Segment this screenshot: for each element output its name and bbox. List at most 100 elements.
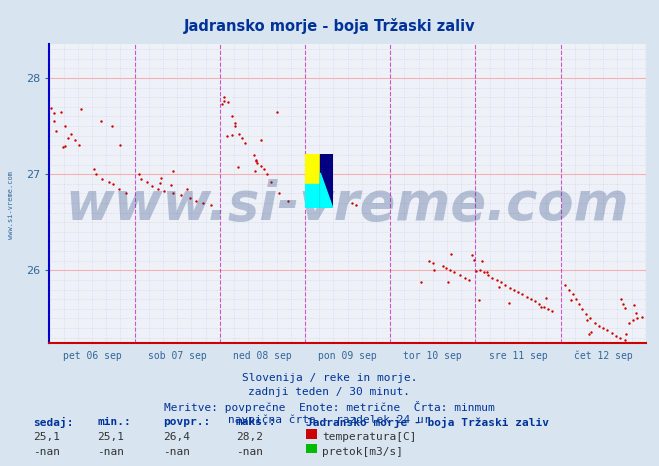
Text: -nan: -nan [98, 447, 125, 457]
Point [500, 281, 511, 288]
Point [482, 268, 493, 276]
Point [602, 326, 613, 334]
Text: -nan: -nan [236, 447, 263, 457]
Point [534, 300, 544, 308]
Point [619, 336, 630, 343]
Point [598, 324, 608, 332]
Point [586, 328, 596, 336]
Point [438, 262, 448, 269]
Point [632, 315, 643, 322]
Point [585, 315, 596, 322]
Point [283, 198, 293, 205]
Text: navpična črta - razdelek 24 ur: navpična črta - razdelek 24 ur [228, 415, 431, 425]
Point [304, 185, 314, 192]
Point [637, 313, 647, 320]
Text: temperatura[C]: temperatura[C] [322, 432, 416, 442]
Point [615, 334, 625, 342]
Point [469, 256, 479, 263]
Point [428, 259, 438, 267]
Point [70, 137, 80, 144]
Point [621, 330, 631, 337]
Point [256, 163, 266, 170]
Point [317, 192, 328, 199]
Point [517, 291, 528, 298]
Polygon shape [320, 154, 333, 208]
Text: min.:: min.: [98, 417, 131, 427]
Point [547, 307, 558, 315]
Text: 26,4: 26,4 [163, 432, 190, 442]
Point [240, 140, 250, 147]
Point [222, 132, 233, 140]
Point [351, 201, 361, 209]
Point [185, 194, 195, 202]
Text: www.si-vreme.com: www.si-vreme.com [66, 179, 629, 231]
Text: Jadransko morje - boja Tržaski zaliv: Jadransko morje - boja Tržaski zaliv [184, 18, 475, 34]
Point [628, 317, 639, 324]
Point [259, 165, 270, 173]
Point [594, 322, 604, 330]
Point [483, 271, 494, 279]
Text: tor 10 sep: tor 10 sep [403, 351, 462, 361]
Point [63, 134, 73, 141]
Point [115, 141, 126, 149]
Point [91, 171, 101, 178]
Point [136, 175, 147, 183]
Point [496, 278, 506, 286]
Polygon shape [305, 184, 320, 208]
Text: Slovenija / reke in morje.: Slovenija / reke in morje. [242, 373, 417, 383]
Point [60, 142, 71, 150]
Point [474, 267, 485, 274]
Point [581, 310, 592, 317]
Text: Meritve: povprečne  Enote: metrične  Črta: minmum: Meritve: povprečne Enote: metrične Črta:… [164, 401, 495, 413]
Point [620, 304, 631, 312]
Point [219, 94, 229, 101]
Point [559, 281, 570, 288]
Point [445, 267, 455, 274]
Point [146, 182, 157, 189]
Point [449, 268, 459, 276]
Point [181, 185, 192, 193]
Point [59, 122, 70, 130]
Point [103, 178, 115, 185]
Text: povpr.:: povpr.: [163, 417, 211, 427]
Point [471, 267, 481, 275]
Point [565, 296, 576, 304]
Point [617, 300, 628, 308]
Point [227, 131, 237, 138]
Point [88, 165, 99, 173]
Point [76, 105, 86, 113]
Text: ned 08 sep: ned 08 sep [233, 351, 292, 361]
Point [623, 320, 634, 327]
Point [538, 303, 549, 311]
Point [446, 250, 457, 258]
Point [233, 130, 244, 137]
Text: čet 12 sep: čet 12 sep [574, 351, 633, 362]
Point [167, 190, 178, 197]
Point [154, 179, 165, 186]
Point [606, 329, 617, 336]
Point [97, 175, 107, 183]
Point [492, 276, 502, 284]
Point [460, 274, 471, 282]
Point [494, 283, 505, 291]
Point [251, 158, 262, 165]
Point [416, 278, 426, 286]
Point [423, 257, 434, 265]
Point [440, 265, 451, 272]
Point [153, 185, 163, 192]
Text: pon 09 sep: pon 09 sep [318, 351, 377, 361]
Point [564, 286, 575, 293]
Polygon shape [305, 154, 320, 184]
Point [308, 188, 319, 195]
Point [274, 190, 285, 197]
Point [156, 174, 166, 182]
Point [272, 108, 283, 116]
Point [227, 113, 237, 120]
Text: 28,2: 28,2 [236, 432, 263, 442]
Text: zadnji teden / 30 minut.: zadnji teden / 30 minut. [248, 387, 411, 397]
Point [464, 276, 474, 284]
Text: 25,1: 25,1 [33, 432, 60, 442]
Point [168, 167, 179, 174]
Point [108, 180, 119, 187]
Point [134, 171, 144, 178]
